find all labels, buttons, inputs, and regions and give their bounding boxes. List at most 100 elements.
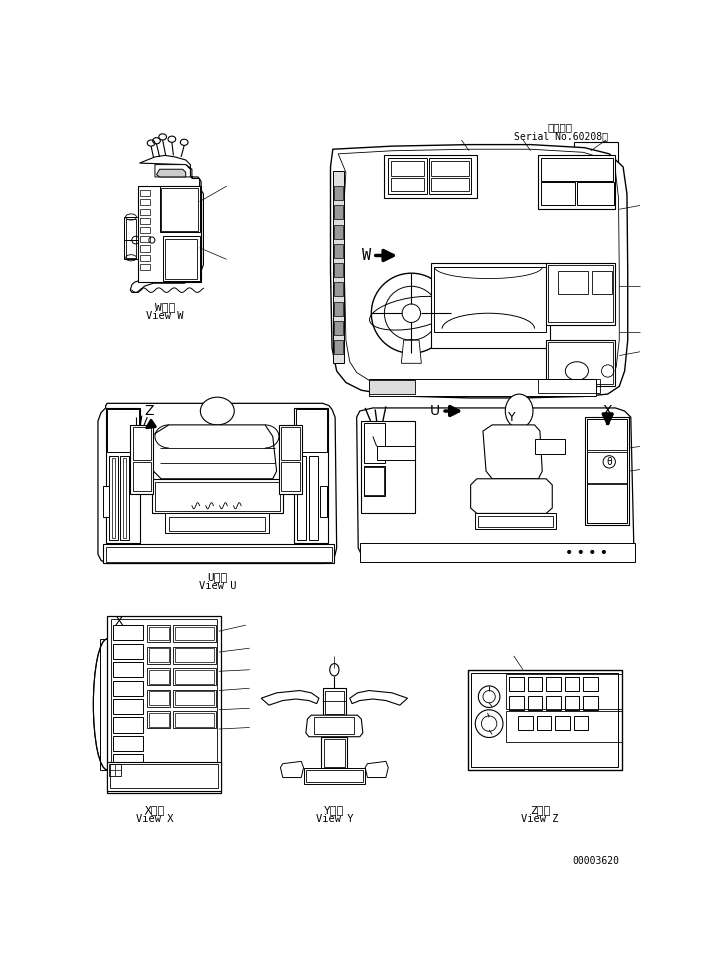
Polygon shape <box>365 762 388 777</box>
Bar <box>333 225 343 239</box>
Polygon shape <box>356 408 634 562</box>
Text: W　視: W 視 <box>155 302 175 312</box>
Bar <box>587 420 627 523</box>
Bar <box>148 625 171 642</box>
Bar <box>333 206 343 219</box>
Bar <box>506 674 621 709</box>
Bar <box>149 626 168 641</box>
Bar <box>431 263 550 348</box>
Bar <box>165 513 269 533</box>
Bar <box>126 218 137 258</box>
Bar <box>564 678 579 692</box>
Text: θ: θ <box>606 457 612 467</box>
Bar <box>333 244 343 258</box>
Polygon shape <box>306 715 363 736</box>
Bar <box>113 699 143 714</box>
Bar <box>109 764 121 776</box>
Polygon shape <box>261 691 319 705</box>
Bar <box>509 678 523 692</box>
Bar <box>478 516 553 527</box>
Bar <box>282 428 300 460</box>
Bar <box>148 711 171 729</box>
Bar <box>304 768 365 784</box>
Ellipse shape <box>200 397 234 425</box>
Text: 00003620: 00003620 <box>572 856 620 867</box>
Polygon shape <box>281 762 304 777</box>
Bar <box>431 178 469 191</box>
Bar <box>558 271 588 294</box>
Bar <box>323 739 345 767</box>
Bar <box>175 626 215 641</box>
Bar <box>574 716 588 730</box>
Bar <box>140 255 150 261</box>
Polygon shape <box>150 425 276 479</box>
Bar <box>104 544 334 564</box>
Bar <box>564 695 579 710</box>
Bar <box>384 156 477 198</box>
Bar <box>537 716 552 730</box>
Bar <box>528 695 542 710</box>
Bar <box>140 245 150 251</box>
Bar <box>546 695 561 710</box>
Polygon shape <box>330 144 628 398</box>
Bar <box>113 681 143 695</box>
Bar <box>165 239 197 279</box>
Text: View X: View X <box>136 814 174 824</box>
Bar <box>175 692 215 705</box>
Bar <box>364 466 385 497</box>
Bar <box>546 678 561 692</box>
Bar <box>107 616 221 793</box>
Bar <box>174 668 216 685</box>
Bar <box>113 644 143 659</box>
Bar <box>148 668 171 685</box>
Bar <box>306 769 363 782</box>
Bar <box>175 670 215 684</box>
Bar <box>577 182 614 206</box>
Bar <box>111 618 217 790</box>
Bar <box>323 689 346 715</box>
Bar <box>390 161 425 176</box>
Text: Y: Y <box>508 411 516 424</box>
Bar <box>364 468 384 495</box>
Bar <box>107 409 139 452</box>
Text: View Y: View Y <box>315 814 353 824</box>
Bar <box>130 425 153 494</box>
Polygon shape <box>401 340 421 363</box>
Bar <box>546 263 616 324</box>
Bar <box>369 380 415 394</box>
Bar <box>107 762 221 792</box>
Text: U: U <box>429 404 439 418</box>
Bar <box>369 379 596 395</box>
Bar <box>297 456 306 541</box>
Bar <box>149 713 168 727</box>
Bar <box>574 142 618 163</box>
Polygon shape <box>471 479 552 513</box>
Bar <box>113 755 143 769</box>
Bar <box>364 424 385 464</box>
Bar <box>294 408 328 543</box>
Bar <box>587 452 627 483</box>
Polygon shape <box>483 425 542 479</box>
Text: Z　視: Z 視 <box>530 805 550 815</box>
Bar <box>434 267 546 332</box>
Bar <box>390 178 425 191</box>
Bar <box>149 692 168 705</box>
Ellipse shape <box>567 550 571 553</box>
Bar <box>279 425 302 494</box>
Bar <box>388 159 427 194</box>
Bar <box>429 159 472 194</box>
Bar <box>140 218 150 224</box>
Bar <box>377 446 415 461</box>
Bar <box>161 188 198 231</box>
Bar <box>475 513 556 529</box>
Polygon shape <box>156 169 186 177</box>
Ellipse shape <box>590 550 594 553</box>
Bar <box>333 263 343 277</box>
Bar <box>325 691 343 714</box>
Bar <box>102 486 109 517</box>
Bar <box>471 673 618 767</box>
Bar <box>333 340 343 354</box>
Bar <box>110 765 218 788</box>
Text: View W: View W <box>146 312 184 321</box>
Bar <box>549 343 613 384</box>
